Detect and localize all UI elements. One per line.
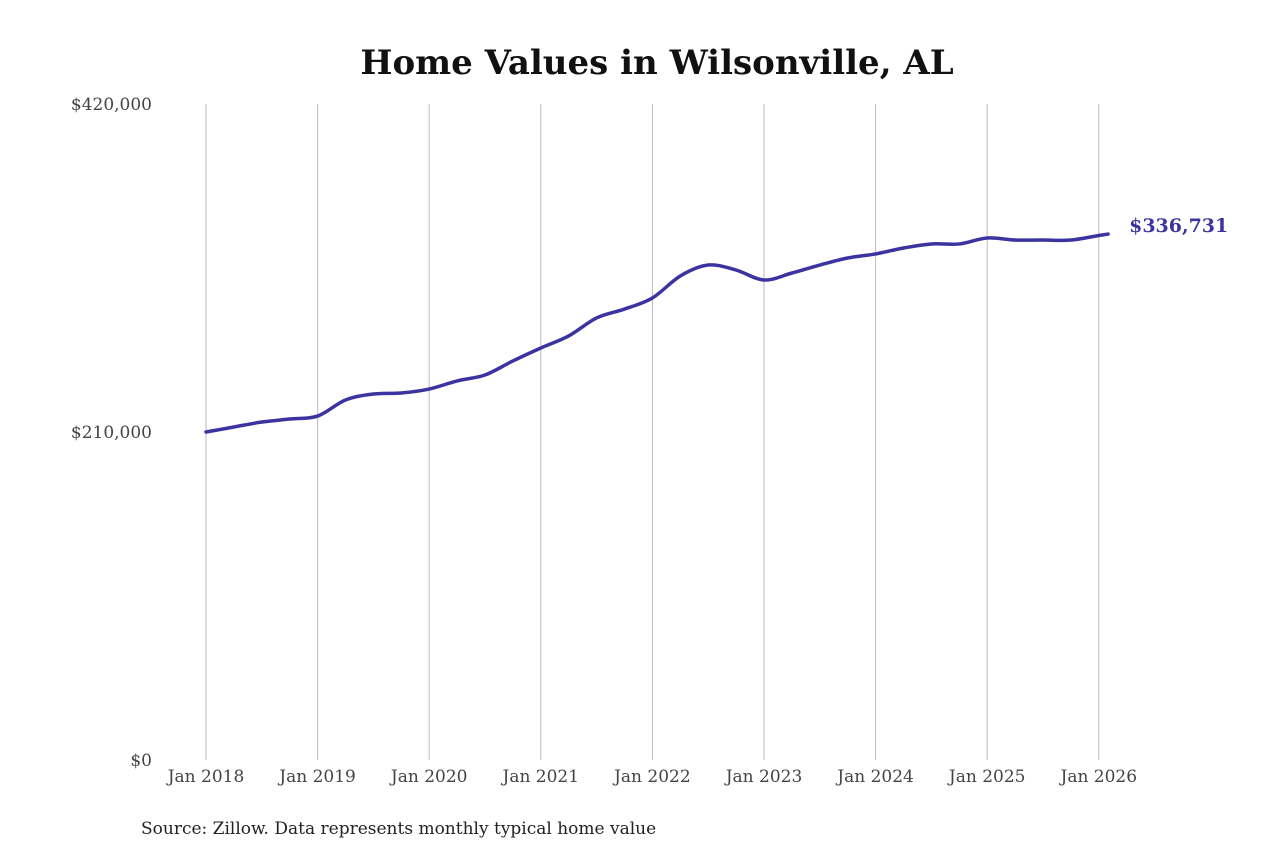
x-tick-label: Jan 2020	[389, 767, 468, 787]
y-tick-label: $420,000	[71, 95, 152, 115]
y-axis: $0 $210,000 $420,000	[71, 95, 152, 771]
chart-title: Home Values in Wilsonville, AL	[360, 43, 953, 83]
x-tick-label: Jan 2025	[947, 767, 1026, 787]
series-line	[204, 232, 1110, 434]
x-tick-label: Jan 2026	[1059, 767, 1138, 787]
end-value-label: $336,731	[1129, 215, 1228, 237]
y-tick-label: $210,000	[71, 423, 152, 443]
source-note: Source: Zillow. Data represents monthly …	[141, 819, 656, 839]
y-tick-label: $0	[130, 751, 152, 771]
x-tick-label: Jan 2023	[724, 767, 803, 787]
x-tick-label: Jan 2022	[612, 767, 691, 787]
x-tick-label: Jan 2019	[277, 767, 356, 787]
x-tick-label: Jan 2024	[835, 767, 914, 787]
x-axis: Jan 2018 Jan 2019 Jan 2020 Jan 2021 Jan 2022…	[166, 767, 1137, 787]
gridlines	[205, 104, 1100, 760]
x-tick-label: Jan 2018	[166, 767, 245, 787]
x-tick-label: Jan 2021	[501, 767, 580, 787]
